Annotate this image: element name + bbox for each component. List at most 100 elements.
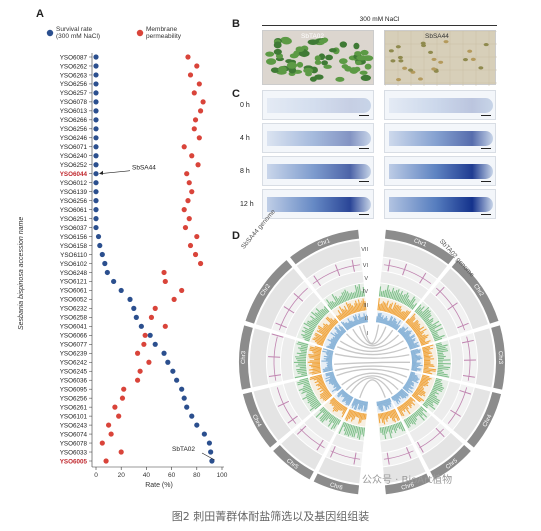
density-bar xyxy=(429,393,438,398)
track-v xyxy=(304,415,335,443)
density-bar xyxy=(392,424,397,434)
accession-label: YSO6037 xyxy=(60,225,88,232)
accession-label: YSO6078 xyxy=(60,99,88,106)
density-bar xyxy=(397,392,404,399)
density-bar xyxy=(411,368,421,371)
density-bar xyxy=(394,320,402,330)
accession-label: YSO6066 xyxy=(60,333,88,340)
density-bar xyxy=(314,312,323,320)
figure-caption: 图2 刺田菁群体耐盐筛选以及基因组组装 xyxy=(171,510,370,523)
density-bar xyxy=(422,403,428,409)
density-bar xyxy=(396,308,402,317)
density-bar xyxy=(322,348,334,353)
density-bar xyxy=(347,303,353,315)
sbsa44-root-image xyxy=(384,156,496,186)
genome-circos-plot: Chr1Chr2Chr3Chr4Chr5Chr6Chr1Chr2Chr3Chr4… xyxy=(239,229,505,495)
density-bar xyxy=(322,327,330,333)
survival-point xyxy=(93,171,99,177)
accession-label: YSO6078 xyxy=(60,440,88,447)
membrane-point xyxy=(179,287,185,294)
density-bar xyxy=(357,315,362,324)
density-bar xyxy=(375,316,378,323)
legend-label: (300 mM NaCl) xyxy=(56,33,100,40)
density-bar xyxy=(405,401,412,409)
density-bar xyxy=(357,303,361,312)
panel-label-d: D xyxy=(232,230,240,242)
density-bar xyxy=(333,383,340,389)
density-bar xyxy=(302,386,312,392)
density-bar xyxy=(398,391,405,399)
density-bar xyxy=(411,394,421,403)
density-bar xyxy=(379,316,383,324)
density-bar xyxy=(418,384,424,388)
density-bar xyxy=(399,390,407,399)
density-bar xyxy=(296,368,307,371)
density-bar xyxy=(365,314,368,323)
chromosome-band xyxy=(245,260,293,324)
density-bar xyxy=(391,409,396,419)
density-bar xyxy=(296,343,309,347)
density-bar xyxy=(353,320,357,326)
track-v-line xyxy=(278,287,308,331)
density-bar xyxy=(422,374,430,378)
density-bar xyxy=(304,329,313,335)
density-bar xyxy=(360,302,363,312)
density-bar xyxy=(322,323,332,331)
chromosome-label: Chr6 xyxy=(401,482,416,492)
membrane-point xyxy=(162,323,168,329)
density-bar xyxy=(358,412,361,419)
accession-label: YSO6077 xyxy=(60,342,88,349)
accession-label: YSO6005 xyxy=(60,458,88,465)
stained-root xyxy=(267,164,371,179)
density-bar xyxy=(396,407,403,417)
density-bar xyxy=(344,309,349,317)
density-bar xyxy=(339,296,344,304)
density-bar xyxy=(383,412,386,420)
density-bar xyxy=(399,327,405,334)
density-bar xyxy=(423,352,433,355)
density-bar xyxy=(345,395,351,404)
leaf xyxy=(280,36,291,42)
annotation-sbta02: SbTA02 xyxy=(172,446,195,453)
density-bar xyxy=(396,392,401,397)
nacl-header: 300 mM NaCl xyxy=(262,16,497,30)
density-bar xyxy=(327,304,333,310)
density-bar xyxy=(406,337,416,344)
density-bar xyxy=(362,287,365,297)
density-bar xyxy=(334,332,341,338)
membrane-point xyxy=(197,108,204,114)
survival-point xyxy=(161,350,167,356)
density-bar xyxy=(323,368,333,372)
accession-label: YSO6256 xyxy=(60,126,88,133)
survival-point xyxy=(93,90,99,96)
density-bar xyxy=(332,402,341,412)
density-bar xyxy=(341,407,348,418)
density-bar xyxy=(431,390,439,395)
sbta02-root-image xyxy=(262,123,374,153)
track-vii xyxy=(383,240,448,279)
density-bar xyxy=(302,336,311,341)
density-bar xyxy=(363,401,367,412)
density-bar xyxy=(325,352,333,355)
accession-label: YSO6052 xyxy=(60,297,88,304)
density-bar xyxy=(341,393,349,402)
density-bar xyxy=(338,404,344,411)
density-bar xyxy=(350,410,356,422)
density-bar xyxy=(328,414,333,420)
survival-point xyxy=(97,242,103,249)
density-bar xyxy=(376,313,380,323)
membrane-point xyxy=(185,54,191,60)
arrow-head xyxy=(99,170,103,175)
survival-point xyxy=(206,440,212,446)
density-bar xyxy=(341,292,347,302)
density-bar xyxy=(327,339,337,345)
density-bar xyxy=(393,289,398,300)
density-bar xyxy=(393,323,398,329)
density-bar xyxy=(317,312,324,318)
survival-point xyxy=(194,422,200,428)
density-bar xyxy=(437,354,444,356)
density-bar xyxy=(334,403,342,412)
density-bar xyxy=(390,410,397,423)
density-bar xyxy=(406,313,416,324)
density-bar xyxy=(402,310,410,321)
